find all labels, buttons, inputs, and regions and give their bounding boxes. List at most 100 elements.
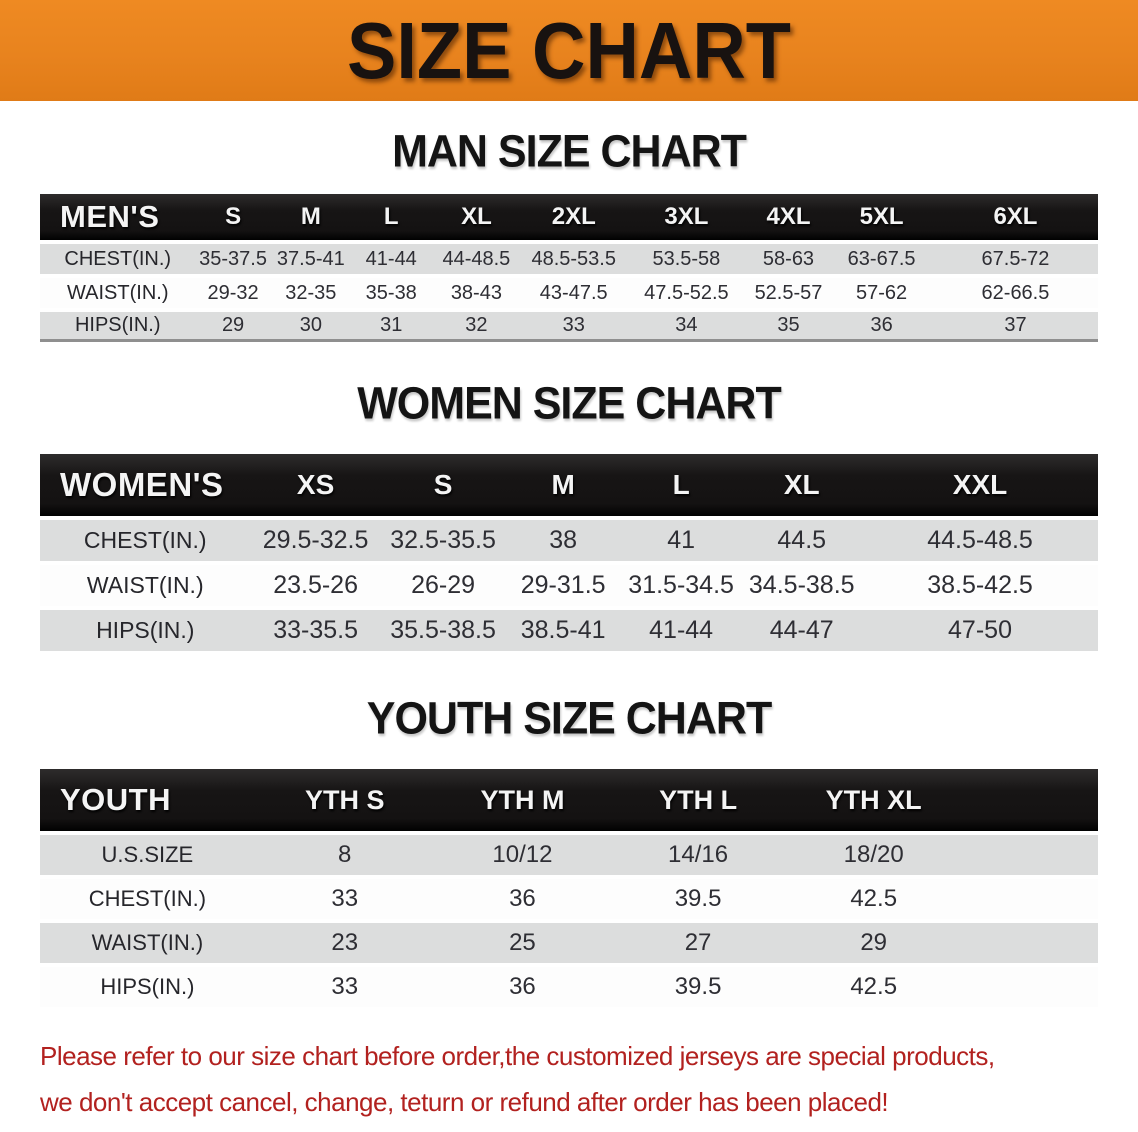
size-cell: 52.5-57	[746, 274, 831, 308]
row-label: HIPS(IN.)	[40, 606, 251, 651]
size-cell	[961, 963, 1098, 1007]
column-header	[961, 769, 1098, 831]
size-cell: 48.5-53.5	[521, 240, 627, 274]
size-cell: 35-37.5	[195, 240, 271, 274]
size-cell: 32.5-35.5	[380, 516, 506, 561]
size-cell	[961, 831, 1098, 875]
size-cell: 44.5	[741, 516, 863, 561]
size-chart-banner: SIZE CHART	[0, 0, 1138, 101]
column-header: 4XL	[746, 194, 831, 240]
column-header: 5XL	[830, 194, 933, 240]
column-header: M	[505, 454, 621, 516]
table-corner-label: YOUTH	[40, 769, 255, 831]
size-cell: 35	[746, 308, 831, 342]
column-header: S	[195, 194, 271, 240]
size-cell: 38.5-42.5	[862, 561, 1098, 606]
row-label: U.S.SIZE	[40, 831, 255, 875]
size-cell: 47.5-52.5	[626, 274, 747, 308]
size-cell: 47-50	[862, 606, 1098, 651]
column-header: 6XL	[932, 194, 1098, 240]
size-cell: 29	[785, 919, 962, 963]
size-cell: 39.5	[610, 875, 786, 919]
size-table: YOUTH YTH S YTH M YTH L YTH XL U.S.SIZE 8 10/12…	[40, 769, 1098, 1007]
disclaimer: Please refer to our size chart before or…	[0, 1033, 1138, 1125]
size-cell: 35-38	[351, 274, 432, 308]
row-label: HIPS(IN.)	[40, 963, 255, 1007]
size-cell: 37.5-41	[270, 240, 352, 274]
size-cell: 29-31.5	[505, 561, 621, 606]
size-cell: 42.5	[785, 875, 962, 919]
size-cell: 23	[254, 919, 435, 963]
size-cell: 62-66.5	[932, 274, 1098, 308]
women-size-table: WOMEN'S XS S M L XL XXL CHEST(IN.) 29.5-32.5 32.5…	[0, 454, 1138, 651]
size-cell: 35.5-38.5	[380, 606, 506, 651]
row-label: CHEST(IN.)	[40, 516, 251, 561]
size-cell: 8	[254, 831, 435, 875]
size-cell: 32	[431, 308, 522, 342]
table-row: U.S.SIZE 8 10/12 14/16 18/20	[40, 831, 1098, 875]
column-header: 2XL	[521, 194, 627, 240]
size-cell: 41-44	[351, 240, 432, 274]
table-corner-label: MEN'S	[40, 194, 196, 240]
size-cell	[961, 919, 1098, 963]
size-cell: 63-67.5	[830, 240, 933, 274]
size-cell: 30	[270, 308, 352, 342]
disclaimer-line1: Please refer to our size chart before or…	[40, 1041, 995, 1071]
size-cell: 36	[434, 963, 611, 1007]
row-label: WAIST(IN.)	[40, 919, 255, 963]
column-header: L	[351, 194, 432, 240]
size-cell: 10/12	[434, 831, 611, 875]
size-cell: 29.5-32.5	[250, 516, 381, 561]
size-cell: 33-35.5	[250, 606, 381, 651]
size-cell: 18/20	[785, 831, 962, 875]
size-cell: 37	[932, 308, 1098, 342]
table-row: HIPS(IN.) 29 30 31 32 33 34 35 36 37	[40, 308, 1098, 342]
size-cell: 58-63	[746, 240, 831, 274]
size-chart-title: SIZE CHART	[347, 5, 791, 96]
column-header: YTH S	[254, 769, 435, 831]
column-header: YTH XL	[785, 769, 962, 831]
size-cell: 36	[830, 308, 933, 342]
disclaimer-line2: we don't accept cancel, change, teturn o…	[40, 1087, 889, 1117]
size-cell: 44-47	[741, 606, 863, 651]
table-row: HIPS(IN.) 33-35.5 35.5-38.5 38.5-41 41-44 44-…	[40, 606, 1098, 651]
youth-size-table: YOUTH YTH S YTH M YTH L YTH XL U.S.SIZE 8 10/12…	[0, 769, 1138, 1007]
table-corner-label: WOMEN'S	[40, 454, 251, 516]
size-cell: 44.5-48.5	[862, 516, 1098, 561]
column-header: M	[270, 194, 352, 240]
table-row: WAIST(IN.) 29-32 32-35 35-38 38-43 43-47.5 47.…	[40, 274, 1098, 308]
size-cell: 41	[620, 516, 742, 561]
size-cell: 67.5-72	[932, 240, 1098, 274]
size-cell: 33	[521, 308, 627, 342]
men-size-table: MEN'S S M L XL 2XL 3XL 4XL 5XL 6XL CHEST(IN.) 35-37…	[0, 194, 1138, 342]
column-header: YTH L	[610, 769, 786, 831]
women-section-heading: WOMEN SIZE CHART	[357, 378, 782, 430]
table-row: WAIST(IN.) 23 25 27 29	[40, 919, 1098, 963]
size-cell: 53.5-58	[626, 240, 747, 274]
table-row: WAIST(IN.) 23.5-26 26-29 29-31.5 31.5-34.5 34…	[40, 561, 1098, 606]
size-cell: 41-44	[620, 606, 742, 651]
size-cell: 33	[254, 875, 435, 919]
table-header-row: YOUTH YTH S YTH M YTH L YTH XL	[40, 769, 1098, 831]
size-cell: 42.5	[785, 963, 962, 1007]
size-cell: 29-32	[195, 274, 271, 308]
size-cell: 43-47.5	[521, 274, 627, 308]
size-cell: 39.5	[610, 963, 786, 1007]
table-header-row: MEN'S S M L XL 2XL 3XL 4XL 5XL 6XL	[40, 194, 1098, 240]
column-header: XL	[431, 194, 522, 240]
size-cell: 31.5-34.5	[620, 561, 742, 606]
size-cell: 38-43	[431, 274, 522, 308]
table-header-row: WOMEN'S XS S M L XL XXL	[40, 454, 1098, 516]
youth-section-heading: YOUTH SIZE CHART	[366, 693, 772, 745]
size-cell: 36	[434, 875, 611, 919]
size-cell: 44-48.5	[431, 240, 522, 274]
row-label: WAIST(IN.)	[40, 274, 196, 308]
column-header: XS	[250, 454, 381, 516]
table-row: CHEST(IN.) 35-37.5 37.5-41 41-44 44-48.5 48.5…	[40, 240, 1098, 274]
size-cell: 29	[195, 308, 271, 342]
size-cell: 34	[626, 308, 747, 342]
row-label: CHEST(IN.)	[40, 240, 196, 274]
column-header: XL	[741, 454, 863, 516]
size-cell: 25	[434, 919, 611, 963]
